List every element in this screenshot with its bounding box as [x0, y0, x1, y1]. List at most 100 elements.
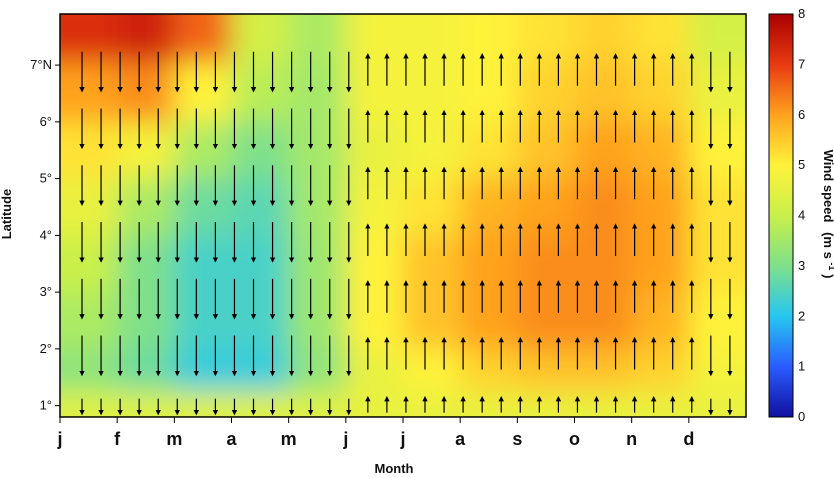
heat-cell — [288, 292, 347, 350]
x-tick-label: j — [342, 429, 348, 449]
heat-cell — [231, 348, 290, 393]
x-tick-label: m — [281, 429, 297, 449]
colorbar-gradient — [768, 13, 794, 418]
heat-cell — [231, 391, 290, 417]
heat-cell — [174, 292, 233, 350]
x-tick-label: m — [166, 429, 182, 449]
heat-cell — [60, 391, 119, 417]
heat-cell — [345, 62, 404, 123]
heat-cell — [460, 121, 519, 180]
heat-cell — [403, 178, 462, 237]
heat-cell — [403, 292, 462, 350]
x-tick-label: j — [399, 429, 405, 449]
heat-cell — [117, 121, 176, 180]
heat-cell — [345, 391, 404, 417]
y-tick-label: 2° — [40, 341, 52, 356]
y-tick-label: 5° — [40, 171, 52, 186]
colorbar-tick-label: 5 — [798, 157, 805, 172]
heat-cell — [631, 235, 690, 294]
heat-cell — [231, 121, 290, 180]
y-tick-label: 7°N — [30, 57, 52, 72]
x-tick-label: j — [56, 429, 62, 449]
heat-cell — [631, 391, 690, 417]
heat-cell — [60, 121, 119, 180]
heat-cell — [631, 62, 690, 123]
heat-cell — [574, 14, 633, 64]
y-axis-title: Latitude — [0, 189, 14, 240]
heat-cell — [574, 391, 633, 417]
heatmap-area — [60, 14, 746, 417]
heat-cell — [460, 391, 519, 417]
heat-cell — [345, 121, 404, 180]
heat-cell — [60, 14, 119, 64]
heat-cell — [574, 121, 633, 180]
colorbar-tick-label: 3 — [798, 258, 805, 273]
heat-cell — [517, 391, 576, 417]
colorbar-title: Wind speed (m s -1 ) — [821, 150, 834, 279]
colorbar-unit-close: ) — [821, 274, 834, 278]
heat-cell — [345, 348, 404, 393]
colorbar-tick-label: 1 — [798, 359, 805, 374]
heat-cell — [288, 348, 347, 393]
heat-cell — [631, 292, 690, 350]
heat-cell — [60, 235, 119, 294]
heat-cell — [403, 62, 462, 123]
x-tick-label: a — [226, 429, 237, 449]
y-tick-label: 4° — [40, 227, 52, 242]
heat-cell — [345, 235, 404, 294]
colorbar-label: Wind speed — [821, 150, 834, 223]
heat-cell — [345, 292, 404, 350]
heat-cell — [517, 348, 576, 393]
y-tick-label: 3° — [40, 284, 52, 299]
heat-cell — [517, 292, 576, 350]
colorbar-tick-label: 0 — [798, 409, 805, 424]
heat-cell — [688, 178, 746, 237]
heat-cell — [174, 14, 233, 64]
heat-cell — [117, 348, 176, 393]
heat-cell — [460, 348, 519, 393]
x-tick-label: n — [626, 429, 637, 449]
heat-cell — [688, 292, 746, 350]
heat-cell — [117, 62, 176, 123]
colorbar-unit-open: (m s — [821, 232, 834, 259]
heat-cell — [174, 121, 233, 180]
heat-cell — [517, 235, 576, 294]
heat-cell — [231, 62, 290, 123]
heat-cell — [174, 62, 233, 123]
heat-cell — [403, 14, 462, 64]
latitude-axis: 1° 2° 3° 4° 5° 6° 7°N — [30, 57, 60, 413]
colorbar-tick-label: 4 — [798, 208, 805, 223]
heat-cell — [174, 178, 233, 237]
heat-cell — [288, 62, 347, 123]
heat-cell — [288, 14, 347, 64]
colorbar: 0 1 2 3 4 5 6 7 8 Wind speed (m s -1 ) — [768, 6, 834, 424]
x-tick-label: a — [455, 429, 466, 449]
x-tick-label: s — [512, 429, 522, 449]
y-tick-label: 6° — [40, 114, 52, 129]
heat-cell — [574, 292, 633, 350]
heat-cell — [517, 62, 576, 123]
heat-cell — [288, 178, 347, 237]
wind-vectors — [79, 51, 733, 416]
heat-cell — [60, 348, 119, 393]
heat-cell — [345, 14, 404, 64]
heat-cell — [231, 235, 290, 294]
heat-cell — [688, 391, 746, 417]
heat-cell — [117, 235, 176, 294]
x-tick-label: f — [114, 429, 121, 449]
heat-cell — [631, 348, 690, 393]
heat-cell — [460, 62, 519, 123]
colorbar-tick-label: 8 — [798, 6, 805, 21]
heat-cell — [574, 62, 633, 123]
x-tick-label: d — [683, 429, 694, 449]
heat-cell — [288, 235, 347, 294]
heat-cell — [517, 14, 576, 64]
colorbar-unit-sup: -1 — [827, 262, 834, 270]
heat-cell — [117, 14, 176, 64]
x-axis-title: Month — [375, 461, 414, 476]
heat-cell — [631, 121, 690, 180]
heat-cell — [231, 178, 290, 237]
heat-cell — [60, 62, 119, 123]
